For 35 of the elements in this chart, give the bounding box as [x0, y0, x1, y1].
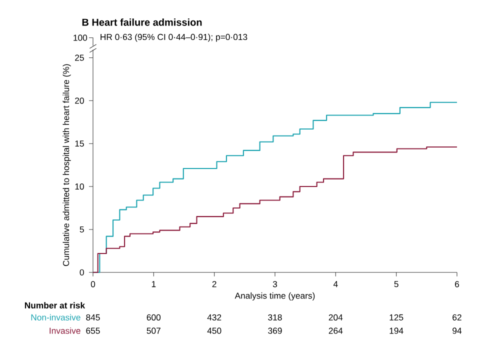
text: 94 — [452, 328, 462, 334]
y-axis-title: Cumulative admitted to hospital with heart failure (%) — [62, 64, 71, 266]
text: 318 — [268, 314, 282, 321]
y-tick-label: 10 — [75, 184, 84, 190]
text: 655 — [86, 328, 100, 334]
text: 264 — [328, 328, 343, 334]
text: HR 0·63 (95% CI 0·44–0·91); p=0·013 — [100, 34, 248, 42]
text: 62 — [452, 314, 462, 321]
y-tick-label: 20 — [75, 98, 84, 104]
text: Number at risk — [24, 302, 86, 309]
text: 100 — [74, 34, 88, 41]
text: 369 — [268, 328, 282, 334]
text: Invasive — [50, 328, 80, 334]
x-tick-label: 4 — [333, 281, 338, 288]
text: 600 — [146, 314, 161, 321]
text: 450 — [207, 328, 222, 334]
x-axis-title: Analysis time (years) — [234, 292, 315, 301]
text: 204 — [328, 314, 343, 321]
x-tick-label: 5 — [394, 281, 398, 288]
y-tick-label: 15 — [75, 140, 84, 147]
text: 507 — [146, 328, 160, 334]
y-tick-label: 25 — [75, 54, 84, 61]
text: 125 — [390, 314, 404, 321]
text: Non-invasive — [31, 314, 80, 321]
text: 845 — [86, 314, 100, 321]
x-tick-label: 2 — [212, 281, 216, 288]
x-tick-label: 1 — [152, 281, 156, 288]
y-tick-label: 0 — [80, 270, 84, 276]
x-tick-label: 3 — [272, 281, 278, 288]
chart-title: B Heart failure admission — [82, 18, 202, 26]
y-tick-label: 5 — [80, 226, 84, 233]
text: 194 — [390, 328, 404, 334]
text: 432 — [207, 314, 222, 321]
x-tick-label: 0 — [90, 281, 96, 288]
x-tick-label: 6 — [455, 281, 460, 288]
